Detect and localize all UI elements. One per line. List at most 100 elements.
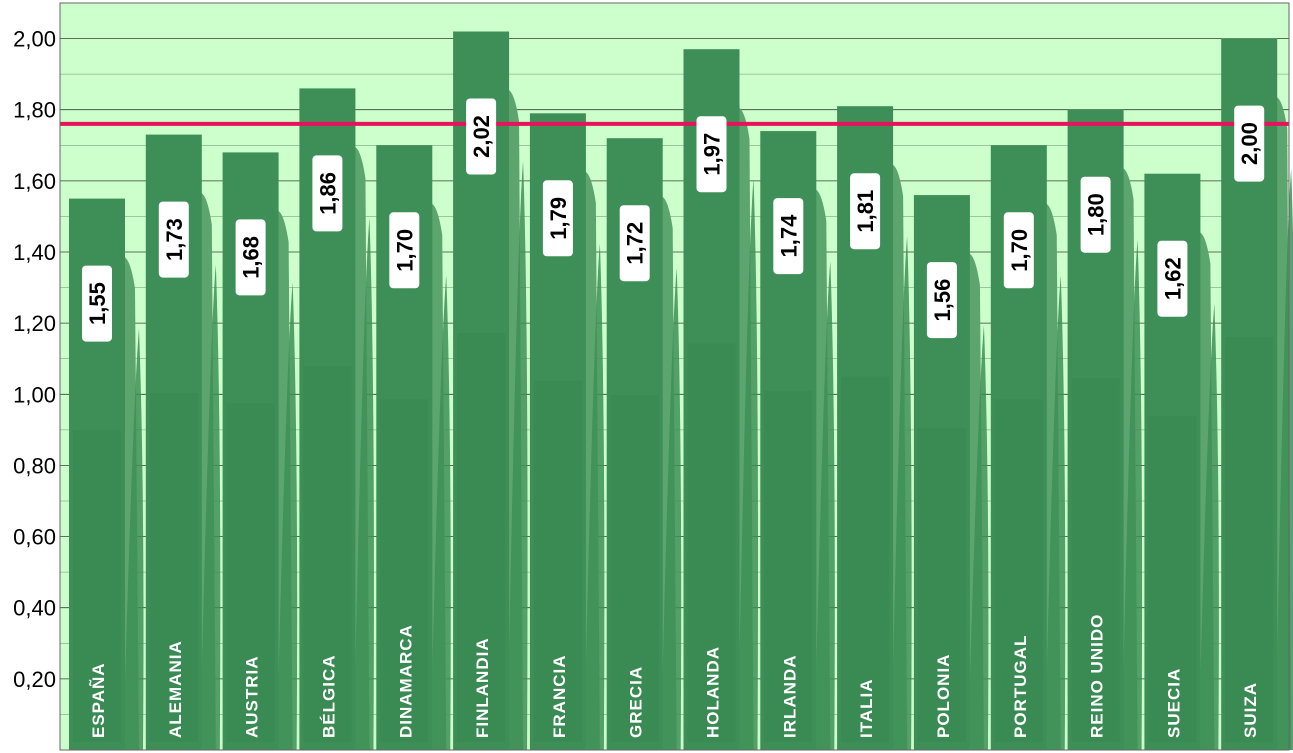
category-label: POLONIA xyxy=(934,654,953,738)
bar-tail xyxy=(1121,239,1143,750)
category-label: BÉLGICA xyxy=(319,655,338,739)
value-label: 1,55 xyxy=(85,282,110,325)
bar-group xyxy=(913,195,989,751)
value-label-box xyxy=(312,155,343,232)
value-label: 1,70 xyxy=(1007,229,1032,272)
bars xyxy=(69,31,1293,751)
bar-tail xyxy=(583,243,605,751)
bar-shade xyxy=(303,366,352,743)
value-label-box xyxy=(1080,176,1111,253)
bar-shade xyxy=(457,333,506,742)
value-label-box xyxy=(619,205,650,282)
category-label: SUECIA xyxy=(1164,668,1183,738)
value-label: 1,86 xyxy=(315,172,340,215)
value-label-box xyxy=(389,212,420,289)
bar-tail xyxy=(660,268,682,750)
bar-shade xyxy=(1225,337,1274,743)
category-label: GRECIA xyxy=(627,666,646,738)
bar-shade xyxy=(610,395,659,742)
value-label: 1,97 xyxy=(700,133,725,176)
category-label: SUIZA xyxy=(1241,682,1260,738)
bar-tail xyxy=(123,328,144,750)
value-label: 1,80 xyxy=(1084,193,1109,236)
bar-tail xyxy=(199,264,221,750)
y-tick-label: 0,40 xyxy=(13,596,56,621)
bar-group xyxy=(299,88,374,750)
bar-shade xyxy=(73,430,121,742)
value-label-box xyxy=(466,98,497,175)
y-tick-label: 1,80 xyxy=(13,98,56,123)
y-tick-label: 1,00 xyxy=(13,382,56,407)
category-label: ESPAÑA xyxy=(88,662,108,738)
category-label: REINO UNIDO xyxy=(1088,614,1107,738)
bar-shade xyxy=(226,403,275,743)
bar-shade xyxy=(764,391,813,742)
bar-shade xyxy=(841,376,890,743)
value-label: 1,70 xyxy=(392,229,417,272)
value-labels: 1,55 ESPAÑA 1,73 ALEMANIA 1,68 AUSTRIA 1,86 BÉL… xyxy=(82,98,1265,739)
bar-group xyxy=(1067,109,1143,750)
value-label-box xyxy=(773,198,804,275)
bar-shade xyxy=(380,399,429,743)
bar-tail xyxy=(737,179,758,750)
value-label-box xyxy=(542,180,573,257)
bar-group xyxy=(837,106,912,750)
value-label: 2,00 xyxy=(1237,122,1262,165)
category-label: IRLANDA xyxy=(780,655,799,739)
category-label: DINAMARCA xyxy=(396,624,415,738)
plot-frame xyxy=(59,2,1290,751)
bar-tail xyxy=(967,325,989,750)
bar-shade xyxy=(1148,415,1197,743)
bar-tail xyxy=(1198,303,1219,750)
value-label-box xyxy=(1003,212,1034,289)
bar-tail xyxy=(814,261,835,750)
category-label: ALEMANIA xyxy=(166,640,185,738)
bar-group xyxy=(222,152,298,750)
bar-tail xyxy=(891,236,912,750)
value-label: 1,73 xyxy=(162,218,187,261)
bar-shade xyxy=(1071,378,1120,742)
category-label: ITALIA xyxy=(857,678,876,738)
bar-shade xyxy=(994,399,1043,743)
value-label: 1,62 xyxy=(1160,257,1185,300)
y-axis: 2,00 1,80 1,60 1,40 1,20 1,00 0,80 0,60 0,40 0,20 xyxy=(13,27,56,692)
value-label-box xyxy=(696,116,727,193)
bar-tail xyxy=(1044,275,1066,750)
bar-group xyxy=(69,198,144,751)
bar-tail xyxy=(507,161,528,750)
value-label-box xyxy=(1157,240,1188,317)
value-label: 1,81 xyxy=(853,190,878,233)
value-label: 1,74 xyxy=(776,214,801,258)
y-tick-label: 2,00 xyxy=(13,27,56,52)
y-tick-label: 0,80 xyxy=(13,453,56,478)
value-label-box xyxy=(850,173,881,250)
bar-tail xyxy=(430,275,451,750)
bar-tail xyxy=(353,218,374,750)
category-label: PORTUGAL xyxy=(1011,635,1030,738)
category-label: HOLANDA xyxy=(704,646,723,738)
bar-group xyxy=(606,138,682,750)
y-tick-label: 1,20 xyxy=(13,311,56,336)
value-label-box xyxy=(158,201,189,278)
bar-shade xyxy=(533,380,582,743)
category-label: AUSTRIA xyxy=(243,655,262,738)
bar-tail xyxy=(276,282,298,750)
bar-group xyxy=(990,145,1066,751)
value-label-box xyxy=(1234,105,1265,182)
y-tick-label: 1,40 xyxy=(13,240,56,265)
value-label: 1,68 xyxy=(239,236,264,279)
y-tick-label: 0,60 xyxy=(13,525,56,550)
y-tick-label: 0,20 xyxy=(13,667,56,692)
value-label: 1,79 xyxy=(546,197,571,240)
value-label: 1,72 xyxy=(623,222,648,265)
category-label: FINLANDIA xyxy=(473,637,492,738)
bar-shade xyxy=(917,428,966,742)
value-label: 2,02 xyxy=(469,115,494,158)
value-label: 1,56 xyxy=(930,279,955,322)
value-label-box xyxy=(235,219,266,296)
bar-group xyxy=(760,131,835,751)
value-label-box xyxy=(926,262,957,339)
category-label: FRANCIA xyxy=(550,655,569,739)
bar-shade xyxy=(687,343,736,743)
